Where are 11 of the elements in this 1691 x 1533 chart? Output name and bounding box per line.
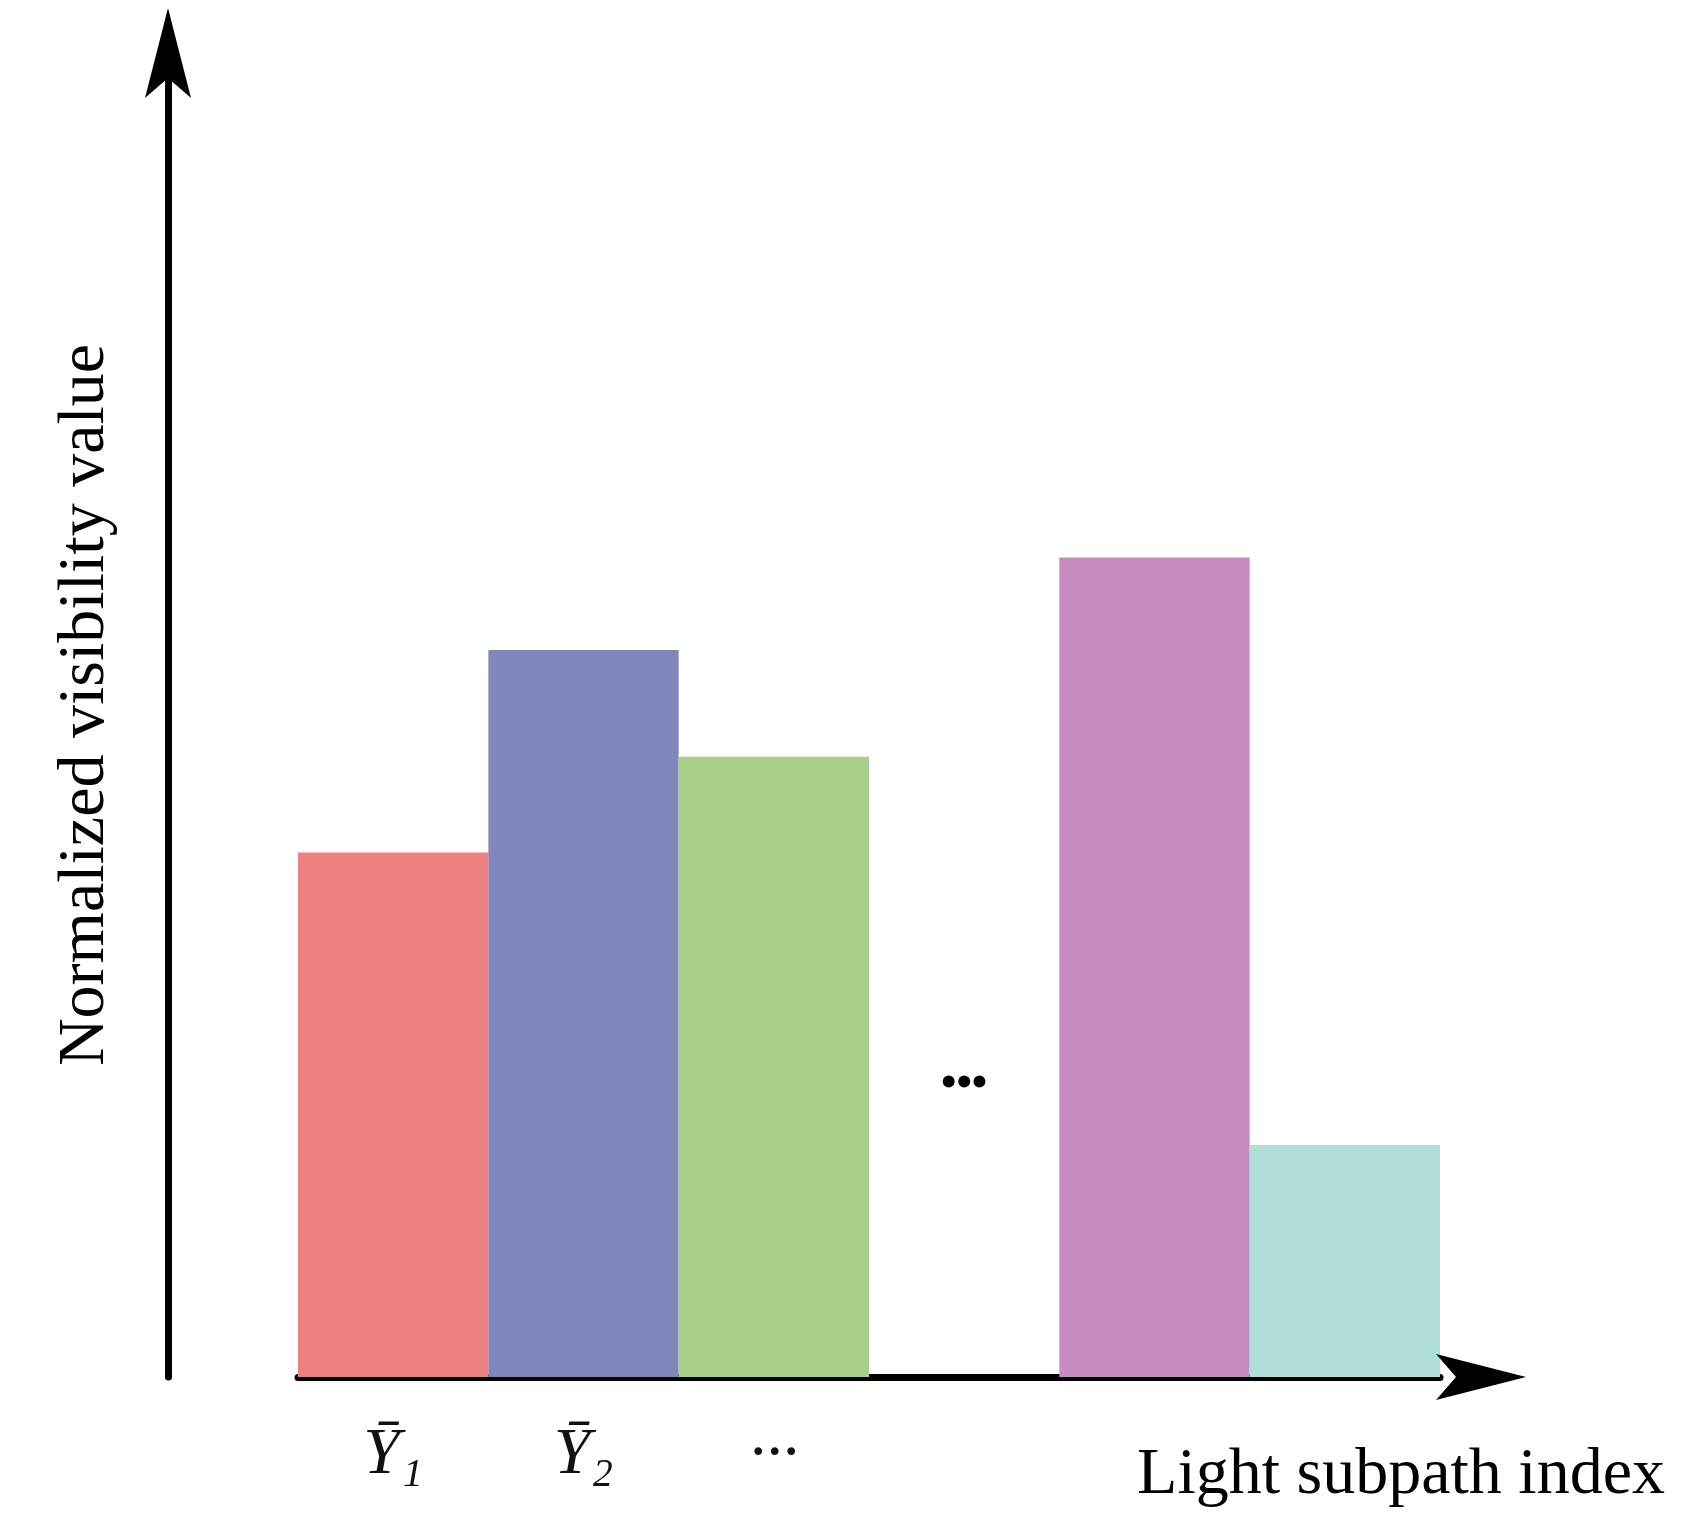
x-tick-label: Ȳ₁	[363, 1413, 423, 1487]
y-axis-title: Normalized visibility value	[43, 343, 117, 1067]
bar	[1249, 1145, 1440, 1377]
x-tick-label: ···	[749, 1413, 799, 1487]
bar	[678, 756, 869, 1377]
bar	[1059, 557, 1250, 1377]
bar	[488, 650, 679, 1377]
x-tick-label: Ȳ₂	[553, 1413, 614, 1487]
bar	[298, 852, 489, 1377]
x-axis-title: Light subpath index	[1137, 1433, 1665, 1507]
annotation: •••	[941, 1057, 988, 1107]
